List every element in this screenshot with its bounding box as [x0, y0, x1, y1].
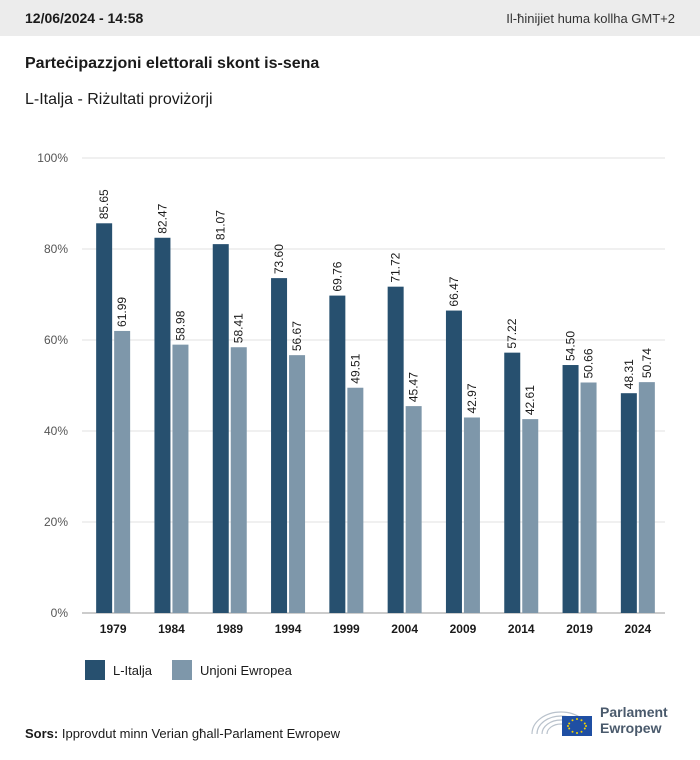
- data-label: 45.47: [407, 372, 421, 402]
- y-tick-label: 60%: [44, 333, 68, 347]
- bar-italy: [96, 223, 113, 613]
- legend-item-italy: L-Italja: [85, 660, 152, 680]
- y-tick-label: 20%: [44, 515, 68, 529]
- data-label: 71.72: [389, 252, 403, 282]
- bar-italy: [445, 310, 462, 613]
- x-tick-label: 1999: [333, 622, 360, 636]
- bar-eu: [172, 344, 189, 613]
- header-bar: 12/06/2024 - 14:58 Il-ħinijiet huma koll…: [0, 0, 700, 36]
- bar-eu: [405, 406, 422, 613]
- bar-italy: [154, 237, 171, 613]
- logo-line-1: Parlament: [600, 704, 668, 720]
- data-label: 58.98: [173, 310, 187, 340]
- y-tick-label: 100%: [37, 151, 68, 165]
- bar-italy: [620, 393, 637, 613]
- logo-line-2: Ewropew: [600, 720, 662, 736]
- source-text: Ipprovdut minn Verian għall-Parlament Ew…: [61, 726, 341, 741]
- chart-title: Parteċipazzjoni elettorali skont is-sena: [25, 55, 320, 72]
- bar-italy: [271, 278, 288, 613]
- bar-eu: [638, 382, 655, 613]
- bar-eu: [114, 330, 131, 613]
- bar-eu: [347, 387, 364, 613]
- data-label: 58.41: [232, 313, 246, 343]
- data-label: 69.76: [330, 261, 344, 291]
- data-label: 42.61: [523, 385, 537, 415]
- data-label: 66.47: [447, 276, 461, 306]
- data-label: 48.31: [622, 359, 636, 389]
- legend-label-eu: Unjoni Ewropea: [200, 662, 292, 678]
- data-label: 61.99: [115, 297, 129, 327]
- y-tick-label: 40%: [44, 424, 68, 438]
- source-note: Sors: Ipprovdut minn Verian għall-Parlam…: [25, 726, 340, 741]
- data-label: 50.66: [582, 348, 596, 378]
- legend-swatch-eu: [172, 660, 193, 680]
- bar-eu: [522, 419, 539, 613]
- bar-italy: [387, 286, 404, 613]
- x-tick-label: 1979: [100, 622, 127, 636]
- legend-item-eu: Unjoni Ewropea: [172, 660, 292, 680]
- legend-label-italy: L-Italja: [113, 662, 153, 678]
- bar-eu: [580, 382, 597, 613]
- data-label: 73.60: [272, 244, 286, 274]
- data-label: 42.97: [465, 383, 479, 413]
- x-tick-label: 2004: [391, 622, 418, 636]
- data-label: 50.74: [640, 348, 654, 378]
- chart-subtitle: L-Italja - Riżultati proviżorji: [25, 91, 213, 108]
- x-tick-label: 2014: [508, 622, 535, 636]
- data-label: 56.67: [290, 321, 304, 351]
- parliament-logo: Parlament Ewropew: [528, 702, 668, 738]
- bar-eu: [289, 355, 306, 613]
- bar-eu: [230, 347, 247, 613]
- x-tick-label: 1994: [275, 622, 302, 636]
- x-tick-label: 1989: [216, 622, 243, 636]
- legend: L-Italja Unjoni Ewropea: [85, 660, 312, 680]
- x-tick-label: 2009: [450, 622, 477, 636]
- x-tick-label: 2019: [566, 622, 593, 636]
- data-label: 57.22: [505, 318, 519, 348]
- parliament-hemicycle-icon: [531, 711, 592, 736]
- timestamp: 12/06/2024 - 14:58: [25, 10, 144, 26]
- data-label: 54.50: [564, 331, 578, 361]
- data-label: 82.47: [155, 203, 169, 233]
- bar-italy: [504, 352, 521, 613]
- bar-chart: 0% 20% 40% 60% 80% 100% 85.65 61.99 1979 82.47 58.…: [37, 151, 665, 636]
- bar-italy: [329, 295, 346, 613]
- legend-swatch-italy: [85, 660, 105, 680]
- data-label: 85.65: [97, 189, 111, 219]
- bar-eu: [463, 417, 480, 613]
- y-tick-label: 0%: [51, 606, 69, 620]
- bar-italy: [212, 244, 229, 613]
- data-label: 81.07: [214, 210, 228, 240]
- y-tick-label: 80%: [44, 242, 68, 256]
- bar-italy: [562, 365, 579, 613]
- timezone-note: Il-ħinijiet huma kollha GMT+2: [506, 10, 675, 26]
- x-tick-label: 1984: [158, 622, 185, 636]
- x-tick-label: 2024: [624, 622, 651, 636]
- source-label: Sors:: [25, 726, 59, 741]
- data-label: 49.51: [348, 353, 362, 383]
